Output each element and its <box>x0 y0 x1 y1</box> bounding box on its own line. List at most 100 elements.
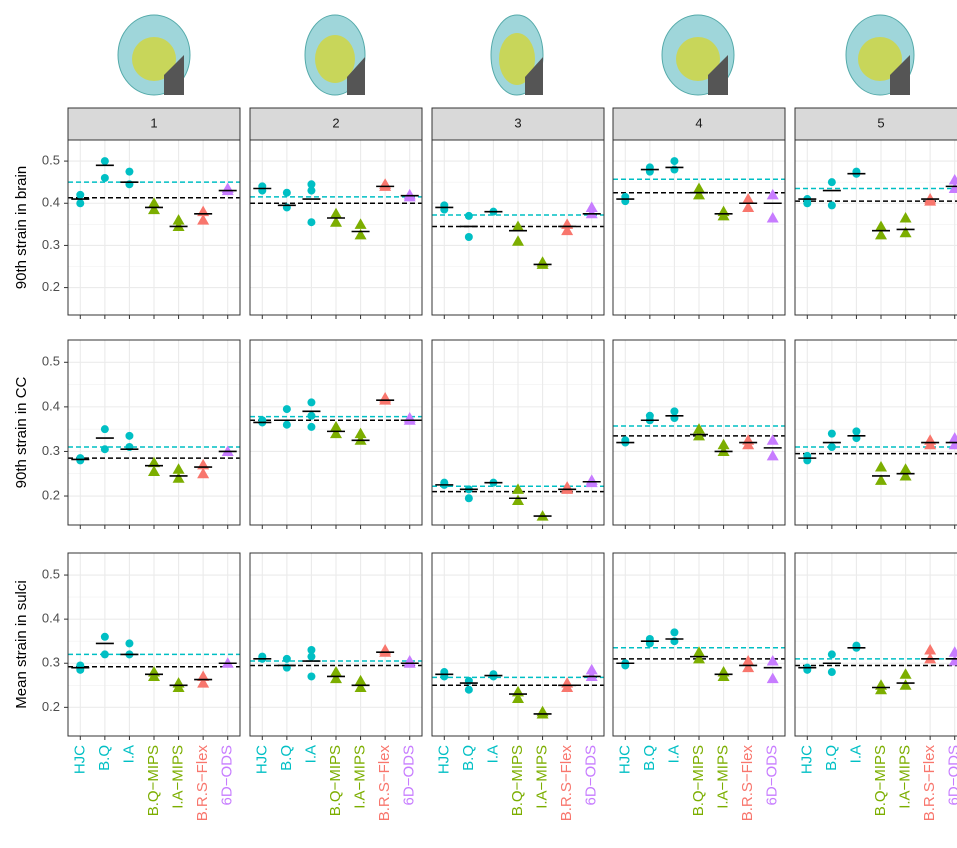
panel-border <box>794 552 957 737</box>
point <box>76 456 85 465</box>
point <box>742 655 755 666</box>
x-tick-label: B.R.S−Flex <box>921 745 938 822</box>
point <box>924 438 937 450</box>
panel-background <box>795 553 957 736</box>
x-tick-label: B.R.S−Flex <box>376 745 393 822</box>
panel-border <box>67 139 241 316</box>
x-tick-label: 6D−ODS <box>401 745 418 805</box>
facet-strip <box>431 107 605 141</box>
point <box>172 463 185 474</box>
x-tick-label: I.A <box>484 745 501 763</box>
point <box>585 663 598 675</box>
point <box>717 209 730 221</box>
point <box>148 203 160 215</box>
point <box>693 182 705 193</box>
point <box>717 438 730 450</box>
point <box>354 228 367 240</box>
y-tick-label: 0.3 <box>42 655 60 670</box>
point <box>693 188 705 200</box>
y-tick-label: 0.3 <box>42 237 60 252</box>
point <box>693 652 705 664</box>
x-tick-label: B.R.S−Flex <box>739 745 756 822</box>
x-tick-label: 6D−ODS <box>219 745 236 805</box>
x-tick-label: B.R.S−Flex <box>558 745 575 822</box>
point <box>899 679 912 690</box>
x-tick-label: B.R.S−Flex <box>194 745 211 822</box>
point <box>827 668 836 677</box>
point <box>282 654 291 663</box>
facet-label: 2 <box>332 115 339 130</box>
point <box>330 427 342 439</box>
point <box>875 228 887 240</box>
point <box>76 199 85 208</box>
point <box>148 670 160 681</box>
x-tick-label: 6D−ODS <box>583 745 600 805</box>
point <box>512 235 524 246</box>
point <box>670 157 679 166</box>
point <box>282 405 291 414</box>
x-tick-label: 6D−ODS <box>764 745 781 805</box>
point <box>489 672 498 681</box>
facet-strip <box>249 107 423 141</box>
point <box>197 214 210 225</box>
point <box>670 628 679 637</box>
point <box>717 670 730 681</box>
point <box>354 218 367 229</box>
point <box>307 422 316 431</box>
point <box>827 442 836 451</box>
panel-border <box>794 139 957 316</box>
point <box>742 438 755 450</box>
y-axis-title: Mean strain in sulci <box>13 580 30 708</box>
point <box>307 180 316 189</box>
point <box>330 216 342 227</box>
point <box>464 232 473 241</box>
x-tick-label: B.Q−MIPS <box>872 745 889 816</box>
point <box>827 650 836 659</box>
panel-border <box>431 339 605 526</box>
panel-border <box>431 552 605 737</box>
x-tick-label: I.A <box>120 745 137 763</box>
point <box>307 218 316 227</box>
point <box>742 193 755 204</box>
panel-border <box>67 339 241 526</box>
x-tick-label: I.A <box>665 745 682 763</box>
y-tick-label: 0.4 <box>42 611 60 626</box>
y-axis-title: 90th strain in brain <box>13 166 30 289</box>
x-tick-label: B.Q <box>823 745 840 771</box>
point <box>742 661 755 673</box>
point <box>197 467 210 479</box>
point <box>148 465 160 477</box>
point <box>766 655 779 666</box>
y-tick-label: 0.2 <box>42 699 60 714</box>
panel-background <box>795 340 957 525</box>
x-tick-label: B.Q−MIPS <box>145 745 162 816</box>
point <box>148 456 160 468</box>
point <box>948 646 957 657</box>
point <box>875 220 887 231</box>
point <box>100 445 109 454</box>
point <box>172 214 185 225</box>
panel-border <box>612 339 786 526</box>
point <box>899 226 912 238</box>
x-tick-label: I.A <box>847 745 864 763</box>
point <box>307 186 316 195</box>
point <box>354 427 367 439</box>
facet-label: 4 <box>695 115 702 130</box>
point <box>948 438 957 450</box>
facet-strip <box>67 107 241 141</box>
x-tick-label: B.Q <box>278 745 295 771</box>
point <box>307 672 316 681</box>
y-tick-label: 0.4 <box>42 398 60 413</box>
point <box>76 190 85 199</box>
point <box>464 211 473 220</box>
y-tick-label: 0.3 <box>42 443 60 458</box>
point <box>172 472 185 483</box>
point <box>827 429 836 438</box>
point <box>125 167 134 176</box>
panel-border <box>67 552 241 737</box>
y-tick-label: 0.2 <box>42 487 60 502</box>
y-tick-label: 0.5 <box>42 566 60 581</box>
point <box>899 212 912 223</box>
point <box>766 672 779 684</box>
